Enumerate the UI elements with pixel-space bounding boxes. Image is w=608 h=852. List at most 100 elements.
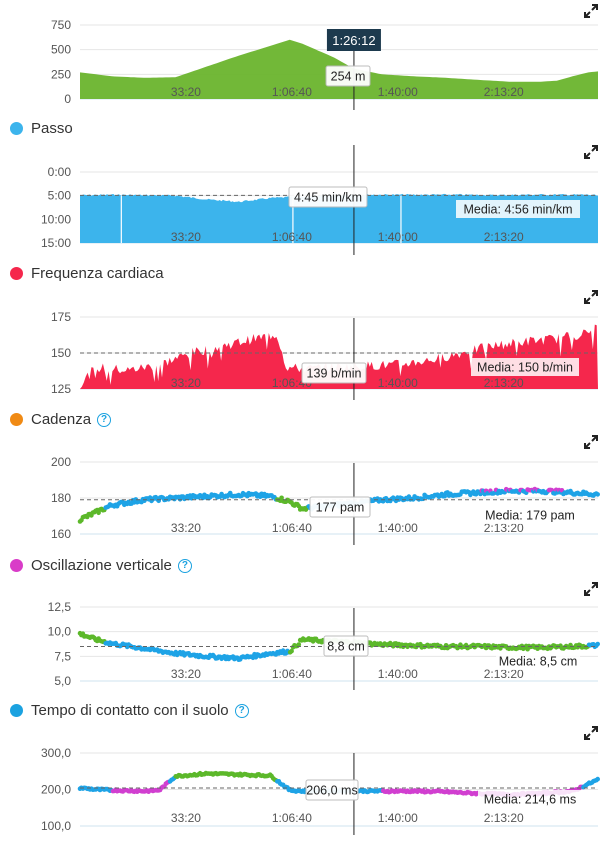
x-tick-label: 1:40:00 [378,667,418,681]
pace-title-label: Passo [31,120,73,137]
tooltip-value: 206,0 ms [306,784,357,798]
x-tick-label: 2:13:20 [484,376,524,390]
cursor-time-badge: 1:26:12 [326,29,381,51]
average-label: Media: 150 b/min [471,358,579,376]
y-tick-label: 10:00 [41,212,71,226]
tooltip-value: 139 b/min [307,367,362,381]
cursor-time-label: 1:26:12 [332,33,375,48]
help-icon[interactable]: ? [234,703,249,718]
average-value: Media: 179 pam [485,509,575,523]
vertical_oscillation-tooltip: 8,8 cm [323,635,369,657]
y-tick-label: 10,0 [48,625,72,639]
x-tick-label: 33:20 [171,521,201,535]
data-point [595,776,600,782]
x-tick-label: 2:13:20 [484,667,524,681]
y-tick-label: 200,0 [41,783,71,797]
cadence-title: Cadenza ? [10,411,112,428]
y-tick-label: 15:00 [41,236,71,250]
hr-tooltip: 139 b/min [301,362,367,384]
x-tick-label: 1:06:40 [272,811,312,825]
cadence-title-label: Cadenza [31,411,92,428]
x-tick-label: 2:13:20 [484,85,524,99]
x-tick-label: 33:20 [171,85,201,99]
average-box [456,200,580,218]
gct-title: Tempo di contatto con il suolo ? [10,702,249,719]
x-tick-label: 1:06:40 [272,230,312,244]
vo-title: Oscillazione verticale ? [10,557,192,574]
y-tick-label: 5,0 [54,674,71,688]
average-value: Media: 8,5 cm [499,655,578,669]
pace-title: Passo [10,120,73,137]
gct-title-label: Tempo di contatto con il suolo [31,702,229,719]
x-tick-label: 1:40:00 [378,376,418,390]
x-tick-label: 1:40:00 [378,811,418,825]
average-label: Media: 179 pam [478,506,582,524]
expand-icon[interactable] [584,145,598,159]
data-point [478,491,483,497]
tooltip-value: 177 pam [316,501,365,515]
average-box [478,506,582,524]
elevation-chart[interactable]: 750 500 250 0 33:20 1:06:40 1:40:00 2:13:20 1:26… [0,0,608,110]
x-tick-label: 2:13:20 [484,811,524,825]
y-tick-label: 750 [51,18,71,32]
y-tick-label: 300,0 [41,746,71,760]
data-point [595,641,600,647]
cadence-chart[interactable]: 200 180 160 33:20 1:06:40 1:40:00 2:13:20 177 p… [0,435,608,545]
x-tick-label: 1:40:00 [378,85,418,99]
expand-icon[interactable] [584,435,598,449]
tooltip-box [309,496,371,518]
x-tick-label: 2:13:20 [484,521,524,535]
expand-icon[interactable] [584,4,598,18]
average-box [471,358,579,376]
y-tick-label: 160 [51,527,71,541]
hr-title-label: Frequenza cardiaca [31,265,164,282]
cadence-tooltip: 177 pam [309,496,371,518]
vo-title-label: Oscillazione verticale [31,557,172,574]
average-label: Media: 4:56 min/km [456,200,580,218]
vo-legend-dot [10,559,23,572]
average-box [496,652,580,670]
y-tick-label: 5:00 [48,189,72,203]
expand-icon[interactable] [584,582,598,596]
cursor-time-box [326,29,381,51]
y-tick-label: 0 [64,92,71,106]
x-tick-label: 33:20 [171,230,201,244]
x-tick-label: 1:40:00 [378,230,418,244]
y-tick-label: 100,0 [41,819,71,833]
cadence-legend-dot [10,413,23,426]
x-tick-label: 33:20 [171,376,201,390]
pace-chart[interactable]: 0:00 5:00 10:00 15:00 33:20 1:06:40 1:40:00 2:1… [0,145,608,255]
help-icon[interactable]: ? [177,558,192,573]
expand-icon[interactable] [584,726,598,740]
y-tick-label: 180 [51,491,71,505]
expand-icon[interactable] [584,290,598,304]
average-value: Media: 150 b/min [477,361,573,375]
gct-legend-dot [10,704,23,717]
x-tick-label: 2:13:20 [484,230,524,244]
data-point [296,642,302,647]
y-tick-label: 175 [51,310,71,324]
pace-tooltip: 4:45 min/km [288,186,368,208]
x-tick-label: 1:06:40 [272,667,312,681]
tooltip-value: 254 m [331,70,366,84]
y-tick-label: 12,5 [48,600,72,614]
tooltip-value: 8,8 cm [327,640,365,654]
gct-chart[interactable]: 300,0 200,0 100,0 33:20 1:06:40 1:40:00 2:13:2… [0,725,608,835]
y-tick-label: 500 [51,43,71,57]
average-value: Media: 4:56 min/km [463,203,572,217]
tooltip-box [288,186,368,208]
data-point [595,492,600,497]
y-tick-label: 200 [51,455,71,469]
vo-chart[interactable]: 12,5 10,0 7,5 5,0 33:20 1:06:40 1:40:00 2:13:20… [0,580,608,690]
data-point [289,648,294,654]
y-tick-label: 250 [51,67,71,81]
x-tick-label: 1:06:40 [272,521,312,535]
average-box [478,790,582,808]
tooltip-box [301,362,367,384]
pace-legend-dot [10,122,23,135]
tooltip-box [325,65,371,87]
average-value: Media: 214,6 ms [484,793,576,807]
help-icon[interactable]: ? [97,412,112,427]
tooltip-value: 4:45 min/km [294,191,362,205]
